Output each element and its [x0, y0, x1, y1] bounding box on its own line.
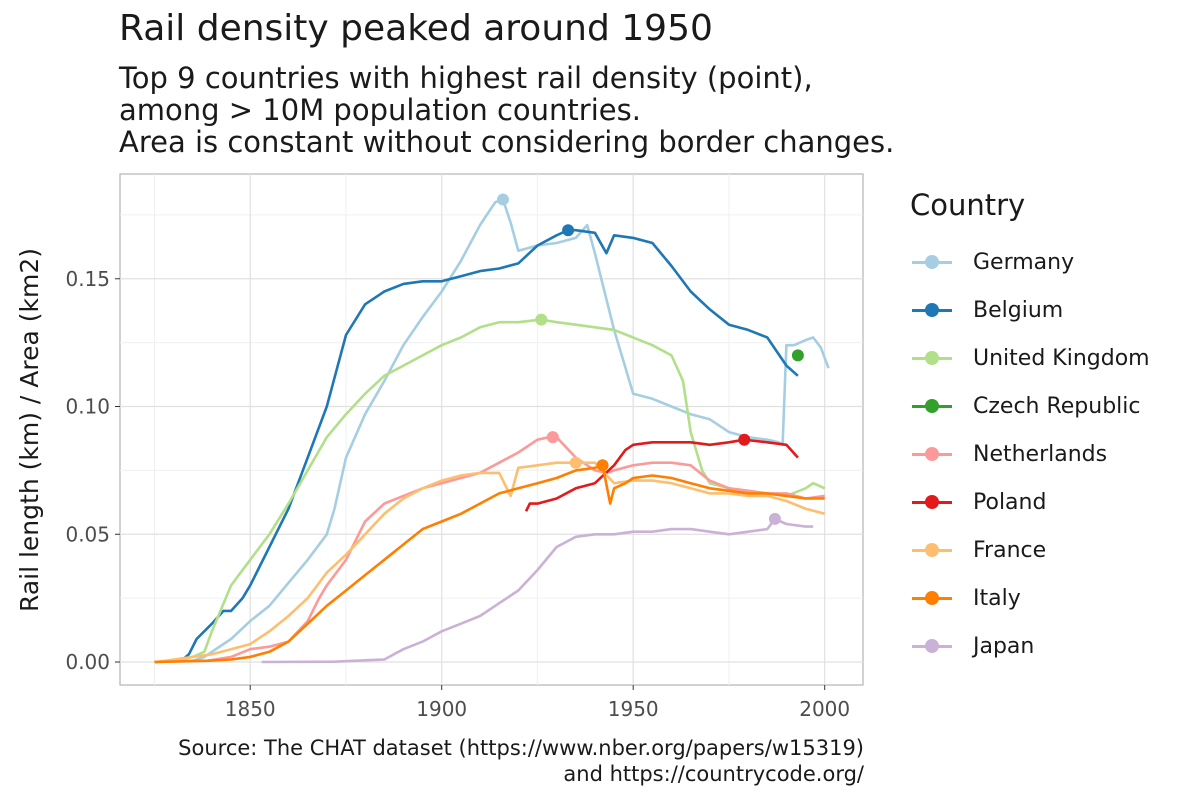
legend-item-france: France	[910, 526, 1150, 574]
legend-item-united-kingdom: United Kingdom	[910, 334, 1150, 382]
legend-label: Germany	[973, 249, 1075, 275]
peak-point-italy	[596, 459, 609, 472]
legend-label: Italy	[973, 585, 1021, 611]
legend-key-icon	[910, 444, 954, 464]
legend-label: Czech Republic	[973, 393, 1141, 419]
series-lines	[154, 198, 830, 664]
legend-label: France	[973, 537, 1047, 563]
legend-item-czech-republic: Czech Republic	[910, 382, 1150, 430]
legend-key-icon	[910, 588, 954, 608]
chart-title: Rail density peaked around 1950	[119, 8, 713, 49]
x-tick-label: 1850	[225, 697, 276, 721]
series-line-belgium	[154, 228, 799, 664]
caption-line-2: and https://countrycode.org/	[563, 762, 864, 786]
peak-point-czech-republic	[791, 349, 804, 362]
legend-key-icon	[910, 252, 954, 272]
series-line-france	[154, 461, 826, 664]
legend-items: Germany Belgium United Kingdom Czech Republ…	[910, 238, 1150, 670]
legend-item-japan: Japan	[910, 622, 1150, 670]
peak-point-belgium	[562, 224, 575, 237]
legend-key-icon	[910, 540, 954, 560]
legend-key-icon	[910, 396, 954, 416]
legend-item-poland: Poland	[910, 478, 1150, 526]
highlight-points	[496, 193, 804, 525]
axis-ticks: 1850 1900 1950 2000 0.00 0.05 0.10 0.15	[65, 267, 850, 721]
grid-lines	[120, 174, 863, 685]
plot-panel	[119, 173, 864, 686]
legend-label: Poland	[973, 489, 1047, 515]
y-tick-label: 0.10	[65, 395, 110, 419]
y-axis-title: Rail length (km) / Area (km2)	[15, 248, 44, 612]
series-line-germany	[154, 198, 830, 664]
y-tick-label: 0.00	[65, 650, 110, 674]
y-tick-label: 0.15	[65, 267, 110, 291]
peak-point-poland	[738, 433, 751, 446]
legend-item-belgium: Belgium	[910, 286, 1150, 334]
chart-subtitle: Top 9 countries with highest rail densit…	[119, 62, 894, 158]
x-tick-label: 1950	[608, 697, 659, 721]
x-tick-label: 2000	[799, 697, 850, 721]
legend-item-germany: Germany	[910, 238, 1150, 286]
legend-label: Netherlands	[973, 441, 1108, 467]
subtitle-line-3: Area is constant without considering bor…	[119, 125, 895, 159]
subtitle-line-2: among > 10M population countries.	[119, 93, 641, 127]
legend-key-icon	[910, 636, 954, 656]
chart-caption: Source: The CHAT dataset (https://www.nb…	[178, 735, 864, 787]
series-line-japan	[261, 517, 814, 664]
peak-point-japan	[768, 512, 781, 525]
legend-item-italy: Italy	[910, 574, 1150, 622]
legend-label: Japan	[973, 633, 1035, 659]
series-line-italy	[154, 464, 825, 664]
legend-label: United Kingdom	[973, 345, 1150, 371]
legend-title: Country	[910, 188, 1026, 222]
x-tick-label: 1900	[416, 697, 467, 721]
legend-key-icon	[910, 492, 954, 512]
legend-key-icon	[910, 300, 954, 320]
peak-point-united-kingdom	[535, 313, 548, 326]
caption-line-1: Source: The CHAT dataset (https://www.nb…	[178, 736, 864, 760]
subtitle-line-1: Top 9 countries with highest rail densit…	[119, 61, 813, 95]
legend-item-netherlands: Netherlands	[910, 430, 1150, 478]
peak-point-germany	[496, 193, 509, 206]
legend: Country Germany Belgium United Kingdom Czec…	[910, 188, 1150, 670]
series-line-netherlands	[154, 435, 825, 664]
peak-point-france	[569, 456, 582, 469]
peak-point-netherlands	[546, 431, 559, 444]
legend-key-icon	[910, 348, 954, 368]
legend-label: Belgium	[973, 297, 1064, 323]
y-tick-label: 0.05	[65, 522, 110, 546]
